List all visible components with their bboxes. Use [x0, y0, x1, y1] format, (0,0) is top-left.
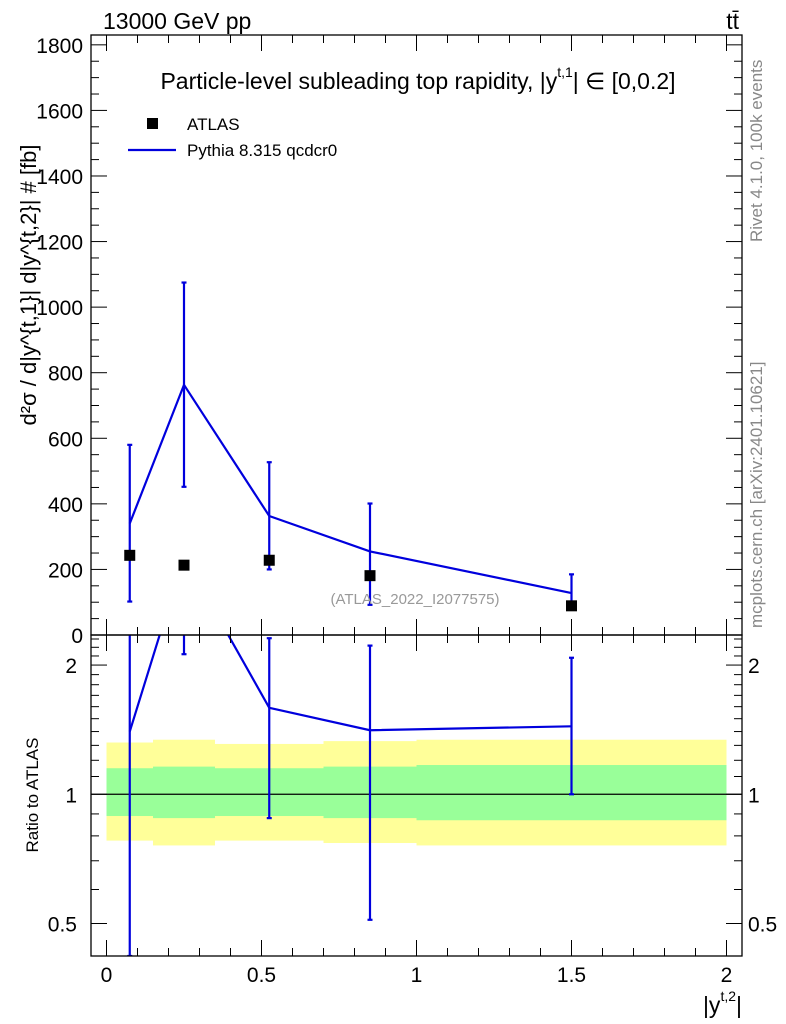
main-y-tick-label: 600	[48, 428, 83, 451]
rivet-label: Rivet 4.1.0, 100k events	[747, 60, 766, 242]
legend-atlas-marker	[147, 118, 158, 129]
main-y-tick-label: 0	[71, 625, 83, 648]
legend: ATLAS Pythia 8.315 qcdcr0	[128, 115, 337, 160]
ratio-series-line	[128, 635, 572, 732]
atlas-data-point	[364, 570, 376, 582]
energy-label: 13000 GeV pp	[103, 8, 251, 34]
chart-title-suffix: | ∈ [0,0.2]	[573, 68, 676, 94]
main-panel: (ATLAS_2022_I2077575) 0 200 400 600 800 1000 1…	[16, 34, 743, 648]
ratio-x-tick-label: 0.5	[247, 964, 276, 987]
atlas-data-point	[178, 559, 190, 571]
ratio-y-tick-label-right: 1	[748, 784, 760, 807]
main-y-tick-label: 400	[48, 494, 83, 517]
ratio-y-axis-label: Ratio to ATLAS	[23, 738, 42, 853]
mcplots-label: mcplots.cern.ch [arXiv:2401.10621]	[747, 362, 766, 628]
atlas-data-point	[263, 554, 275, 566]
ratio-frame	[90, 634, 743, 957]
legend-atlas-label: ATLAS	[187, 115, 240, 134]
ratio-inner-band	[153, 766, 215, 819]
chart-title-superscript: t,1	[557, 64, 573, 80]
ratio-x-tick-label: 0	[101, 964, 113, 987]
ratio-y-tick-label: 1	[65, 784, 77, 807]
ratio-x-tick-label: 1	[411, 964, 423, 987]
process-label: tt̄	[726, 8, 739, 34]
main-y-axis-label: d²σ / d|y^{t,1}| d|y^{t,2}| # [fb]	[16, 145, 41, 426]
main-y-tick-label: 1600	[36, 100, 83, 123]
ratio-x-tick-label: 1.5	[557, 964, 586, 987]
mc-series-line	[128, 382, 572, 595]
x-axis-label-suffix: |	[736, 992, 742, 1018]
main-y-tick-label: 1000	[36, 297, 83, 320]
ratio-x-tick-label: 2	[721, 964, 733, 987]
main-y-tick-label: 1800	[36, 35, 83, 58]
main-watermark: (ATLAS_2022_I2077575)	[330, 591, 499, 608]
chart-title: Particle-level subleading top rapidity, …	[160, 64, 675, 94]
atlas-data-point	[566, 600, 577, 612]
legend-pythia-label: Pythia 8.315 qcdcr0	[187, 141, 337, 160]
x-axis-label: |yt,2|	[703, 988, 742, 1018]
main-y-tick-label: 1200	[36, 232, 83, 255]
main-y-tick-label: 200	[48, 559, 83, 582]
ratio-panel: 0 0.5 1 1.5 2 0.5 0.5 1 1 2 2 Ratio to ATLAS	[23, 634, 777, 987]
ratio-y-tick-label: 2	[65, 655, 77, 678]
ratio-y-tick-label-right: 0.5	[748, 913, 777, 936]
main-y-tick-label: 800	[48, 363, 83, 386]
ratio-y-tick-label-right: 2	[748, 655, 760, 678]
ratio-y-tick-label: 0.5	[48, 913, 77, 936]
atlas-data-point	[124, 549, 136, 561]
main-y-tick-label: 1400	[36, 166, 83, 189]
x-axis-label-superscript: t,2	[720, 988, 736, 1004]
